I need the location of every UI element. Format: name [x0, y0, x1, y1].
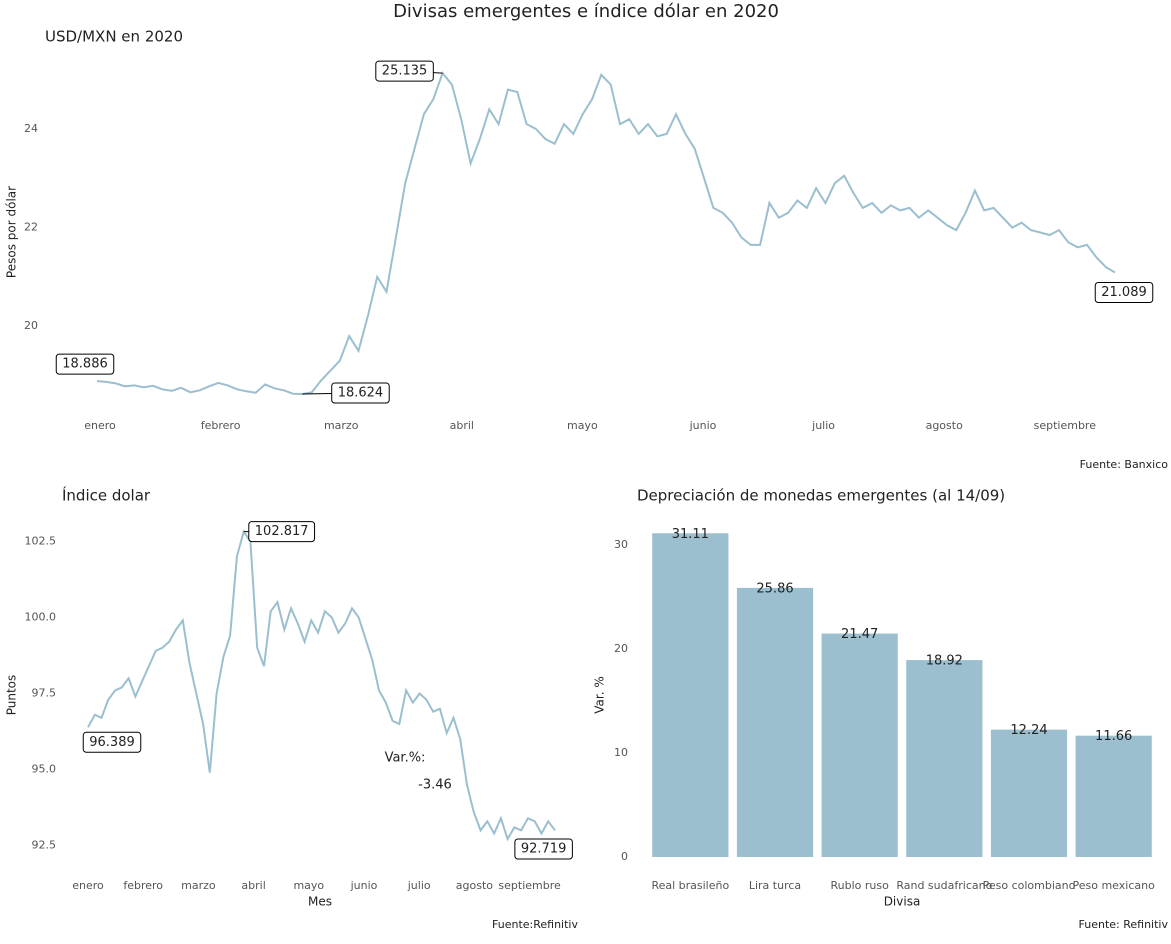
source: Fuente: Banxico: [1080, 458, 1169, 471]
annotation: 18.624: [338, 386, 384, 401]
annotation: 21.089: [1101, 285, 1147, 300]
x-tick-label: septiembre: [498, 879, 561, 892]
x-axis-label: Divisa: [884, 895, 921, 909]
data-label: 25.86: [756, 581, 793, 596]
annotation: 102.817: [255, 524, 309, 539]
chart-title: USD/MXN en 2020: [45, 28, 183, 46]
line: [87, 529, 556, 842]
annotation-box: [248, 521, 316, 543]
x-tick-label: julio: [811, 419, 835, 432]
x-tick-label: enero: [72, 879, 104, 892]
main-title: Divisas emergentes e índice dólar en 202…: [393, 1, 779, 22]
x-tick-label: agosto: [456, 879, 493, 892]
data-label: 18.92: [926, 654, 963, 669]
x-tick-label: enero: [84, 419, 116, 432]
y-tick-label: 10: [614, 746, 628, 759]
y-tick-label: 97.5: [32, 686, 57, 699]
bar: [821, 633, 898, 857]
bar: [990, 729, 1068, 857]
x-tick-label: mayo: [293, 879, 324, 892]
x-tick-label: agosto: [926, 419, 963, 432]
y-axis-label: Var. %: [593, 676, 607, 714]
annotation: 25.135: [382, 64, 428, 79]
line: [96, 71, 1116, 396]
y-axis-label: Pesos por dólar: [5, 186, 19, 278]
source: Fuente: Refinitiv: [1079, 918, 1169, 931]
x-tick-label: Rublo ruso: [830, 879, 889, 892]
y-tick-label: 100.0: [25, 610, 57, 623]
x-tick-label: junio: [350, 879, 378, 892]
x-tick-label: julio: [407, 879, 431, 892]
y-tick-label: 24: [24, 122, 38, 135]
y-tick-label: 20: [614, 642, 628, 655]
x-tick-label: abril: [450, 419, 474, 432]
x-tick-label: Rand sudafricano: [896, 879, 992, 892]
y-tick-label: 102.5: [25, 534, 57, 547]
x-tick-label: Peso colombiano: [983, 879, 1076, 892]
y-tick-label: 0: [621, 850, 628, 863]
x-tick-label: febrero: [123, 879, 163, 892]
annotation-box: [82, 731, 142, 753]
x-tick-label: abril: [241, 879, 265, 892]
x-axis-label: Mes: [308, 895, 332, 909]
bar: [1075, 735, 1152, 857]
annotation: 18.886: [62, 357, 108, 372]
x-tick-label: Peso mexicano: [1073, 879, 1156, 892]
annotation-box: [514, 838, 573, 860]
var-label: Var.%:: [385, 751, 426, 766]
x-tick-label: junio: [689, 419, 717, 432]
data-label: 21.47: [841, 627, 878, 642]
x-tick-label: marzo: [324, 419, 359, 432]
y-tick-label: 22: [24, 221, 38, 234]
x-tick-label: septiembre: [1034, 419, 1097, 432]
chart-title: Depreciación de monedas emergentes (al 1…: [637, 487, 1005, 505]
chart-title: Índice dolar: [62, 486, 151, 505]
bar: [906, 660, 983, 857]
bar: [652, 533, 729, 857]
y-axis-label: Puntos: [5, 675, 19, 716]
y-tick-label: 95.0: [32, 763, 57, 776]
data-label: 31.11: [672, 527, 709, 542]
data-label: 12.24: [1010, 723, 1047, 738]
data-label: 11.66: [1095, 729, 1132, 744]
y-tick-label: 20: [24, 319, 38, 332]
x-tick-label: Real brasileño: [651, 879, 729, 892]
x-tick-label: Lira turca: [749, 879, 801, 892]
annotation: 96.389: [89, 735, 135, 750]
y-tick-label: 30: [614, 538, 628, 551]
bar: [736, 587, 814, 857]
source: Fuente:Refinitiv: [492, 918, 578, 931]
annotation-box: [331, 382, 390, 404]
x-tick-label: mayo: [567, 419, 598, 432]
annotation-box: [1094, 282, 1154, 304]
var-value: -3.46: [418, 778, 452, 793]
annotation-box: [375, 60, 434, 82]
y-tick-label: 92.5: [32, 839, 57, 852]
annotation-box: [55, 353, 115, 375]
x-tick-label: febrero: [201, 419, 241, 432]
annotation: 92.719: [521, 841, 567, 856]
x-tick-label: marzo: [181, 879, 216, 892]
